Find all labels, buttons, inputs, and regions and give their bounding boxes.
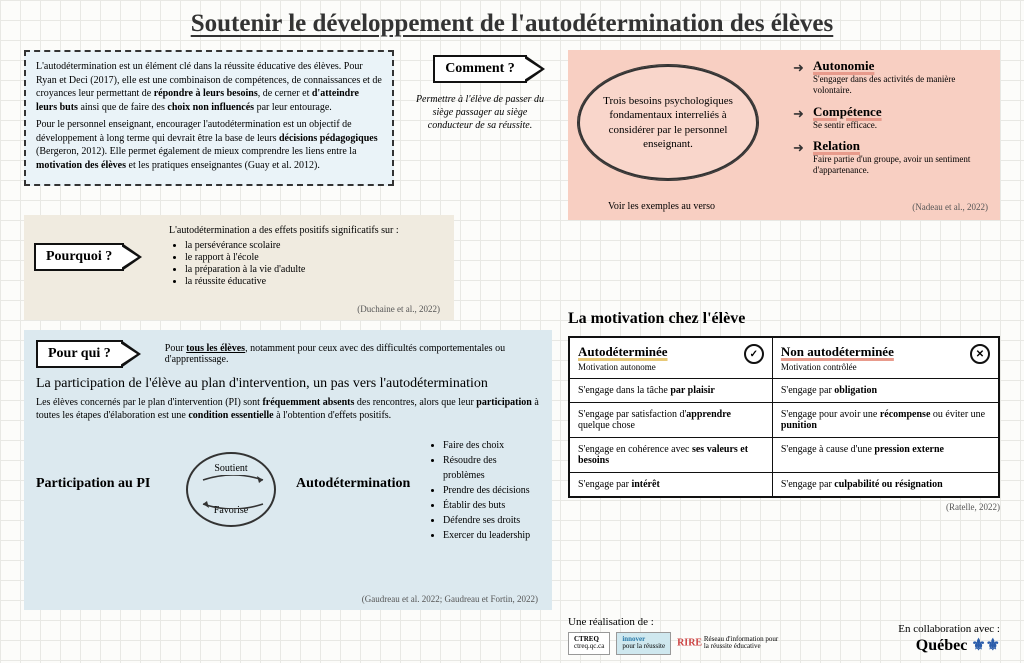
pi-outcomes-list: Faire des choix Résoudre des problèmes P… xyxy=(431,438,540,543)
pi-right-label: Autodétermination xyxy=(296,476,410,492)
logo-quebec: Québec ⚜⚜ xyxy=(898,635,1000,655)
cross-icon: ✕ xyxy=(970,344,990,364)
motivation-title: La motivation chez l'élève xyxy=(568,310,1000,328)
comment-subtitle: Permettre à l'élève de passer du siège p… xyxy=(410,93,550,132)
pourquoi-box: Pourquoi ? L'autodétermination a des eff… xyxy=(24,215,454,320)
pourqui-text: Pour tous les élèves, notamment pour ceu… xyxy=(165,343,540,365)
participation-heading: La participation de l'élève au plan d'in… xyxy=(36,376,540,392)
logo-rire: RIRE Réseau d'information pour la réussi… xyxy=(677,636,784,651)
intro-p1: L'autodétermination est un élément clé d… xyxy=(36,60,382,114)
needs-see-verso: Voir les exemples au verso xyxy=(608,201,715,212)
col-non-autodeterminee: Non autodéterminée ✕ Motivation contrôlé… xyxy=(772,337,999,379)
logo-innover: innoverpour la réussite xyxy=(616,632,671,655)
motivation-section: La motivation chez l'élève Autodéterminé… xyxy=(568,310,1000,512)
table-row: S'engage par satisfaction d'apprendre qu… xyxy=(569,403,999,438)
pourquoi-citation: (Duchaine et al., 2022) xyxy=(357,304,440,314)
pourquoi-arrow-label: Pourquoi ? xyxy=(34,243,124,271)
needs-list: Autonomie S'engager dans des activités d… xyxy=(793,58,993,184)
table-row: S'engage dans la tâche par plaisir S'eng… xyxy=(569,379,999,403)
pi-cycle: Soutient Favorise xyxy=(186,452,276,527)
pourquoi-list: la persévérance scolaire le rapport à l'… xyxy=(185,240,444,287)
col-autodeterminee: Autodéterminée ✓ Motivation autonome xyxy=(569,337,772,379)
logos-row: CTREQctreq.qc.ca innoverpour la réussite… xyxy=(568,632,784,655)
comment-section: Comment ? Permettre à l'élève de passer … xyxy=(410,55,550,132)
comment-arrow-label: Comment ? xyxy=(433,55,527,83)
need-autonomie: Autonomie S'engager dans des activités d… xyxy=(793,58,993,96)
table-row: S'engage en cohérence avec ses valeurs e… xyxy=(569,438,999,473)
motivation-table: Autodéterminée ✓ Motivation autonome Non… xyxy=(568,336,1000,498)
pi-diagram: Participation au PI Soutient Favorise Au… xyxy=(36,432,540,552)
participation-paragraph: Les élèves concernés par le plan d'inter… xyxy=(36,396,540,422)
page-title: Soutenir le développement de l'autodéter… xyxy=(0,0,1024,46)
need-relation: Relation Faire partie d'un groupe, avoir… xyxy=(793,138,993,176)
collaboration-label: En collaboration avec : xyxy=(898,623,1000,635)
table-row: S'engage par intérêt S'engage par culpab… xyxy=(569,473,999,498)
motivation-citation: (Ratelle, 2022) xyxy=(568,502,1000,512)
needs-box: Trois besoins psychologiques fondamentau… xyxy=(568,50,1000,220)
footer: Une réalisation de : CTREQctreq.qc.ca in… xyxy=(568,616,1000,655)
intro-p2: Pour le personnel enseignant, encourager… xyxy=(36,118,382,172)
logo-ctreq: CTREQctreq.qc.ca xyxy=(568,632,610,655)
pourqui-arrow-label: Pour qui ? xyxy=(36,340,123,368)
pourquoi-content: L'autodétermination a des effets positif… xyxy=(169,225,444,287)
check-icon: ✓ xyxy=(744,344,764,364)
participation-citation: (Gaudreau et al. 2022; Gaudreau et Forti… xyxy=(362,594,538,604)
needs-citation: (Nadeau et al., 2022) xyxy=(912,202,988,212)
need-competence: Compétence Se sentir efficace. xyxy=(793,104,993,131)
realisation-label: Une réalisation de : xyxy=(568,616,784,628)
pi-left-label: Participation au PI xyxy=(36,476,150,492)
intro-definition-box: L'autodétermination est un élément clé d… xyxy=(24,50,394,186)
fleur-de-lis-icon: ⚜⚜ xyxy=(971,637,1000,654)
pourqui-box: Pour qui ? Pour tous les élèves, notamme… xyxy=(24,330,552,610)
needs-oval: Trois besoins psychologiques fondamentau… xyxy=(578,65,758,180)
